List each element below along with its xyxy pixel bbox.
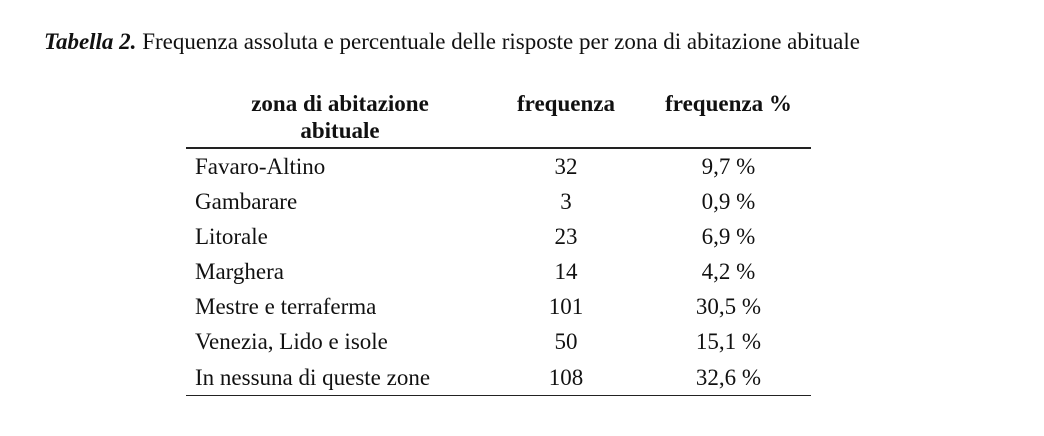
table-row: In nessuna di queste zone 108 32,6 % (186, 359, 811, 396)
cell-zone: Marghera (195, 259, 284, 284)
cell-percent: 9,7 % (701, 154, 756, 179)
header-zone-line1: zona di abitazione (251, 91, 429, 116)
cell-frequency: 32 (554, 154, 578, 179)
cell-percent: 6,9 % (701, 224, 756, 249)
table-caption-label: Tabella 2. (44, 29, 137, 54)
cell-frequency: 108 (486, 359, 646, 396)
table-row: Gambarare 3 0,9 % (186, 184, 811, 219)
cell-percent: 30,5 % (695, 294, 762, 319)
cell-percent: 0,9 % (701, 189, 756, 214)
cell-frequency: 3 (560, 189, 572, 214)
cell-percent: 32,6 % (646, 359, 811, 396)
cell-zone: Gambarare (195, 189, 298, 214)
table-row: Favaro-Altino 32 9,7 % (186, 148, 811, 184)
cell-frequency: 50 (554, 329, 578, 354)
table-header: zona di abitazione abituale frequenza fre… (186, 88, 811, 149)
frequency-table: zona di abitazione abituale frequenza fre… (186, 88, 811, 396)
header-percent: frequenza % (646, 88, 811, 149)
cell-zone: Favaro-Altino (195, 154, 326, 179)
cell-frequency: 23 (554, 224, 578, 249)
table-row: Mestre e terraferma 101 30,5 % (186, 289, 811, 324)
cell-frequency: 101 (548, 294, 584, 319)
header-zone-line2: abituale (300, 118, 380, 143)
table-caption-text: Frequenza assoluta e percentuale delle r… (136, 29, 860, 54)
table-row: Litorale 23 6,9 % (186, 219, 811, 254)
table-row: Venezia, Lido e isole 50 15,1 % (186, 324, 811, 359)
table-body: Favaro-Altino 32 9,7 % Gambarare 3 0,9 %… (186, 148, 811, 396)
cell-percent: 15,1 % (695, 329, 762, 354)
cell-zone: Venezia, Lido e isole (195, 329, 388, 354)
cell-percent: 4,2 % (701, 259, 756, 284)
cell-zone: Mestre e terraferma (195, 294, 377, 319)
table-caption: Tabella 2. Frequenza assoluta e percentu… (44, 28, 860, 56)
header-zone: zona di abitazione abituale (186, 88, 486, 149)
cell-frequency: 14 (554, 259, 578, 284)
table-row: Marghera 14 4,2 % (186, 254, 811, 289)
cell-zone: Litorale (195, 224, 268, 249)
table-header-row: zona di abitazione abituale frequenza fre… (186, 88, 811, 149)
cell-zone: In nessuna di queste zone (186, 359, 486, 396)
header-frequency: frequenza (486, 88, 646, 149)
frequency-table-container: zona di abitazione abituale frequenza fre… (186, 88, 811, 396)
